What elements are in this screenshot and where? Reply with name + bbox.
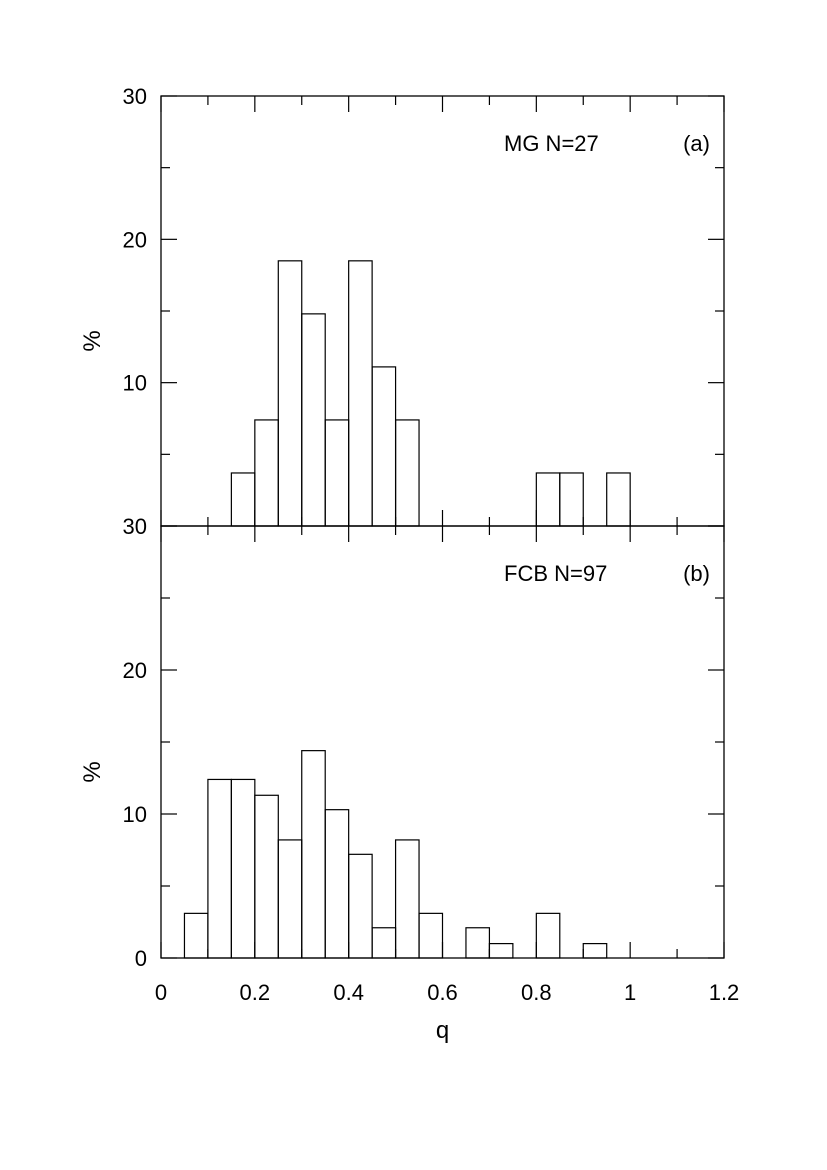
histogram-bar [324, 419, 350, 527]
histogram-bar [535, 912, 561, 959]
histogram-bar [230, 778, 256, 959]
x-tick-label: 0 [155, 980, 167, 1005]
x-tick-label: 1 [624, 980, 636, 1005]
histogram-bar [535, 472, 561, 527]
histogram-bar [348, 853, 373, 959]
histogram-bar [207, 778, 232, 959]
series-annotation: MG N=27 [504, 131, 599, 156]
panel-b: 30 20 10 0% FCB N=97 (b) 0 0.2 0.4 0.6 0.8 1 1.2 q [79, 514, 739, 1044]
y-tick-label: 10 [123, 371, 147, 396]
histogram-bar [230, 472, 256, 527]
histogram-bar [582, 942, 608, 959]
y-tick-label: 0 [135, 946, 147, 971]
y-tick-label: 30 [123, 84, 147, 109]
y-tick-label: 20 [123, 227, 147, 252]
histogram-bar [348, 260, 373, 527]
x-tick-label: 0.8 [521, 980, 552, 1005]
y-tick-label: 30 [123, 514, 147, 539]
histogram-bar [559, 472, 584, 527]
series-annotation: FCB N=97 [504, 561, 607, 586]
histogram-bar [465, 927, 491, 959]
plot-frame [160, 525, 725, 959]
panel-label: (b) [683, 561, 710, 586]
plot-frame [160, 95, 725, 527]
histogram-bar [301, 313, 326, 527]
x-tick-label: 0.6 [427, 980, 458, 1005]
histogram-bar [277, 839, 303, 959]
y-axis-title: % [79, 330, 106, 351]
histogram-bar [254, 419, 279, 527]
x-tick-label: 1.2 [709, 980, 740, 1005]
histogram-bar [324, 809, 350, 959]
histogram-bar [371, 927, 397, 959]
histogram-bar [394, 839, 420, 959]
panel-label: (a) [683, 131, 710, 156]
x-tick-label: 0.4 [333, 980, 364, 1005]
histogram-bar [606, 472, 631, 527]
histogram-bar [418, 912, 444, 959]
x-tick-label: 0.2 [240, 980, 271, 1005]
y-axis-title: % [79, 761, 106, 782]
histogram-bar [183, 912, 209, 959]
panel-a: 30 20 10% MG N=27 (a) [79, 84, 725, 527]
histogram-bar [254, 794, 279, 959]
histogram-bar [394, 419, 420, 527]
histogram-bar [488, 942, 514, 959]
histogram-bar [301, 750, 326, 959]
x-axis-title: q [436, 1017, 449, 1044]
histogram-bar [277, 260, 303, 527]
histogram-bar [371, 366, 397, 527]
y-tick-label: 20 [123, 658, 147, 683]
y-tick-label: 10 [123, 802, 147, 827]
